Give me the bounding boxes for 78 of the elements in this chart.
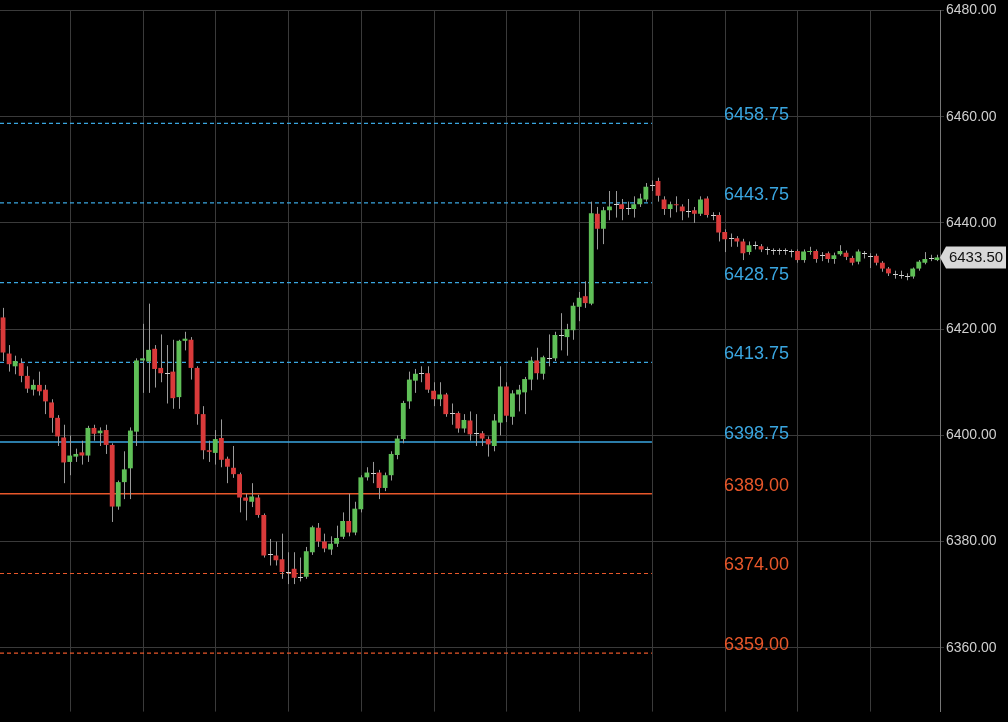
candlestick: [24, 365, 30, 394]
text: 6433.50: [948, 247, 1004, 265]
candlestick: [449, 403, 456, 426]
candlestick: [212, 429, 218, 466]
candlestick: [12, 355, 18, 375]
ref-line-label: 6458.75: [723, 104, 790, 125]
candlestick: [370, 461, 377, 484]
candlestick: [473, 413, 480, 447]
candlestick: [546, 333, 553, 367]
candlestick: [673, 195, 679, 213]
candlestick: [728, 233, 735, 248]
candlestick: [607, 190, 612, 221]
ref-line-label: 6359.00: [723, 634, 790, 655]
candlestick: [334, 525, 340, 548]
candlestick: [425, 365, 430, 394]
candlestick: [346, 493, 352, 537]
candlestick: [625, 201, 632, 216]
y-tick-label: 6400.00: [946, 426, 997, 443]
candlestick: [722, 228, 728, 253]
candlestick: [328, 535, 333, 556]
candlestick: [600, 206, 606, 245]
ref-line-label: 6398.75: [723, 422, 790, 443]
y-tick-label: 6360.00: [946, 638, 997, 655]
y-tick-label: 6460.00: [946, 107, 997, 124]
ref-line-label: 6443.75: [723, 183, 790, 204]
candlestick: [594, 206, 600, 250]
candlestick: [340, 511, 346, 540]
candlestick: [558, 312, 565, 351]
candlestick: [534, 347, 540, 381]
candlestick: [255, 494, 261, 519]
candlestick: [382, 472, 388, 492]
candlestick: [552, 331, 558, 362]
candlestick: [206, 440, 212, 463]
candlestick: [431, 381, 437, 407]
ref-line-label: 6428.75: [723, 263, 790, 284]
candlestick: [443, 392, 449, 418]
candlestick: [716, 211, 722, 242]
y-tick-label: 6380.00: [946, 532, 997, 549]
candlestick: [267, 538, 274, 567]
candlestick: [55, 414, 61, 447]
candlestick: [437, 381, 443, 407]
y-tick-label: 6440.00: [946, 213, 997, 230]
ref-line-label: 6389.00: [723, 474, 790, 495]
candlestick: [631, 195, 637, 219]
candlestick: [243, 493, 249, 521]
ref-line-label: 6413.75: [723, 343, 790, 364]
candlestick: [291, 551, 297, 585]
candlestick: [619, 198, 625, 221]
candlestick: [485, 435, 491, 458]
candlestick: [231, 445, 236, 479]
candlestick: [322, 533, 327, 553]
candlestick: [740, 238, 746, 261]
candlestick: [6, 344, 12, 373]
candlestick: [649, 179, 656, 192]
candlestick: [867, 252, 874, 269]
candlestick: [540, 355, 546, 381]
candlestick: [249, 482, 255, 508]
candlestick: [237, 472, 242, 513]
candlestick: [49, 398, 54, 434]
candlestick: [164, 344, 171, 404]
candlestick: [613, 190, 620, 219]
candlestick: [685, 198, 692, 219]
y-tick-label: 6480.00: [946, 1, 997, 18]
candlestick: [103, 424, 109, 455]
candlestick: [352, 501, 358, 536]
candlestick: [315, 522, 321, 548]
candlestick: [704, 195, 709, 219]
candlestick: [79, 440, 85, 466]
candlestick: [121, 450, 127, 500]
candlestick: [18, 357, 24, 383]
candlestick: [285, 551, 292, 585]
ref-line-label: 6374.00: [723, 554, 790, 575]
candlestick: [455, 410, 461, 434]
candlestick: [297, 557, 304, 582]
candlestick: [418, 365, 425, 383]
y-tick-label: 6420.00: [946, 319, 997, 336]
candlestick: [698, 195, 703, 217]
candlestick: [582, 280, 588, 309]
